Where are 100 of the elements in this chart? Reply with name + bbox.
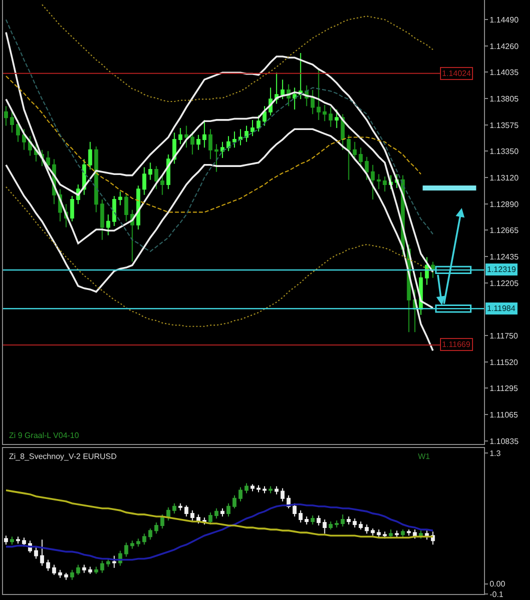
candlestick: [130, 540, 134, 550]
y-tick-label: 1.10835: [490, 436, 520, 446]
candlestick: [46, 150, 50, 172]
candlestick: [202, 119, 206, 148]
candlestick: [238, 128, 242, 146]
y-tick-label: 1.12435: [490, 252, 520, 262]
y-tick-label: 1.11520: [490, 358, 518, 367]
candlestick: [64, 572, 68, 580]
y-tick-label: 1.13575: [490, 120, 520, 130]
annotation: Zi 9 Graal-L V04-10: [9, 431, 80, 440]
candlestick: [178, 502, 182, 511]
candlestick: [214, 508, 218, 519]
text: Zi_8_Svechnoy_V-2 EURUSD: [9, 452, 117, 461]
candlestick: [424, 530, 429, 540]
candlestick: [148, 162, 152, 180]
candlestick: [220, 141, 224, 158]
candlestick: [220, 508, 224, 517]
candlestick: [316, 514, 321, 526]
candlestick: [292, 502, 297, 517]
line-series: [5, 76, 422, 213]
candlestick: [262, 486, 267, 494]
candlestick: [346, 516, 351, 526]
candlestick: [82, 564, 86, 574]
candlestick: [340, 514, 345, 528]
candlestick: [238, 486, 242, 502]
candlestick: [250, 119, 254, 137]
candlestick: [262, 106, 267, 126]
candlestick: [310, 89, 315, 115]
candlestick: [430, 261, 435, 278]
candlestick: [52, 564, 56, 576]
candlestick: [280, 79, 285, 100]
candlestick: [154, 166, 158, 190]
candlestick: [112, 555, 116, 568]
candlestick: [184, 125, 188, 148]
candlestick: [280, 488, 285, 502]
candlestick: [388, 529, 393, 540]
candlestick: [178, 128, 182, 145]
candlestick: [40, 539, 44, 566]
candlestick: [412, 529, 417, 540]
candlestick: [400, 529, 405, 538]
candlestick: [232, 130, 236, 148]
candlestick: [328, 521, 333, 530]
y-tick-label: 1.13805: [490, 94, 520, 104]
candlestick: [172, 502, 176, 514]
candlestick: [94, 146, 98, 213]
ref-line-label: 1.14024: [442, 69, 472, 78]
candlestick: [232, 494, 236, 509]
candlestick: [190, 130, 194, 156]
candlestick: [406, 529, 411, 536]
candlestick: [184, 504, 188, 517]
candlestick: [124, 193, 128, 222]
candlestick: [244, 125, 248, 142]
candlestick: [106, 214, 110, 236]
candlestick: [298, 52, 303, 100]
candlestick: [268, 486, 273, 494]
candlestick: [310, 514, 315, 526]
candlestick: [256, 484, 260, 493]
candlestick: [10, 111, 14, 134]
candlestick: [94, 566, 98, 574]
y-tick-label: -0.1: [490, 590, 504, 599]
candlestick: [22, 128, 26, 150]
candlestick: [214, 144, 218, 172]
y-tick-label: 1.3: [490, 448, 502, 458]
candlestick: [76, 564, 80, 576]
candlestick: [376, 174, 381, 190]
candlestick: [376, 529, 381, 538]
candlestick: [160, 514, 164, 530]
candlestick: [136, 538, 140, 548]
y-tick-label: 1.13350: [490, 146, 520, 156]
line-series: [42, 4, 434, 102]
y-tick-label: 1.11750: [490, 331, 518, 340]
candlestick: [244, 482, 248, 494]
y-tick-label: 1.11295: [490, 384, 518, 393]
candlestick: [190, 510, 194, 521]
candlestick: [100, 560, 104, 574]
candlestick: [4, 106, 8, 126]
candlestick: [16, 119, 20, 142]
candlestick: [142, 166, 146, 196]
candlestick: [10, 536, 14, 546]
candlestick: [346, 134, 351, 180]
candlestick: [424, 256, 429, 286]
candlestick: [370, 528, 375, 536]
candlestick: [70, 569, 74, 580]
y-tick-label: 1.12890: [490, 200, 520, 209]
candlestick: [148, 528, 152, 540]
candlestick: [352, 141, 357, 160]
y-tick-label: 1.12205: [490, 278, 520, 288]
candlestick: [22, 537, 26, 548]
y-tick-label: 1.13120: [490, 173, 520, 182]
ref-line-label: 1.11984: [487, 304, 516, 313]
candlestick: [334, 109, 339, 129]
candlestick: [4, 535, 8, 546]
candlestick: [250, 484, 254, 492]
candlestick: [352, 518, 357, 528]
candlestick: [124, 542, 128, 558]
candlestick: [88, 566, 92, 574]
y-tick-label: 0.00: [490, 580, 506, 589]
y-tick-label: 1.12665: [490, 226, 520, 235]
y-tick-label: 1.14490: [490, 15, 520, 24]
candlestick: [334, 520, 339, 528]
